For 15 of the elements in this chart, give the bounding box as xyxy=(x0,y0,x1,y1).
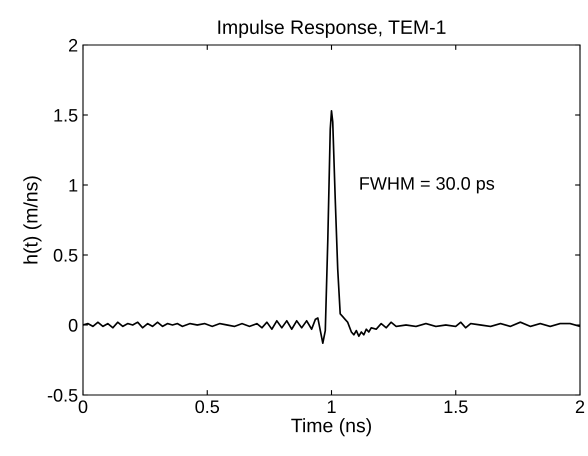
x-tick-label: 1.5 xyxy=(444,400,468,414)
y-tick-label: 0.5 xyxy=(54,248,78,262)
x-tick-label: 0.5 xyxy=(195,400,220,414)
y-tick-label: -0.5 xyxy=(48,388,78,402)
chart-title: Impulse Response, TEM-1 xyxy=(218,20,446,38)
x-axis-title: Time (ns) xyxy=(291,418,371,436)
y-tick-label: 2 xyxy=(69,38,78,52)
y-tick-label: 1.5 xyxy=(54,109,78,122)
y-tick-label: 0 xyxy=(68,318,78,332)
x-tick-label: 2 xyxy=(576,400,584,413)
y-tick-label: 1 xyxy=(69,179,78,192)
x-tick-label: 1 xyxy=(328,400,336,413)
y-axis-title: h(t) (m/ns) xyxy=(23,176,42,264)
x-tick-label: 0 xyxy=(78,400,88,414)
annotation: FWHM = 30.0 ps xyxy=(360,177,494,194)
